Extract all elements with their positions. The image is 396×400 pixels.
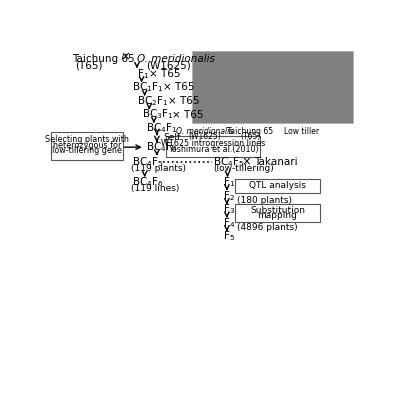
Text: W1625 introgression lines: W1625 introgression lines	[161, 139, 265, 148]
Text: $\mathregular{BC_4F_1}$: $\mathregular{BC_4F_1}$	[146, 121, 178, 135]
Text: Taichung 65: Taichung 65	[227, 128, 274, 136]
Text: (4896 plants): (4896 plants)	[237, 223, 297, 232]
Text: ×: ×	[121, 50, 131, 63]
Text: (low-tillering): (low-tillering)	[213, 164, 274, 173]
Text: Taichung 65: Taichung 65	[72, 54, 135, 64]
Text: $\mathregular{F_1}$: $\mathregular{F_1}$	[137, 67, 149, 81]
Text: $\mathregular{F_1}$: $\mathregular{F_1}$	[223, 175, 235, 189]
Text: $\mathregular{BC_1F_1}$: $\mathregular{BC_1F_1}$	[132, 80, 164, 94]
Text: (119 plants): (119 plants)	[131, 164, 186, 173]
Text: $\mathregular{BC_2F_1}$: $\mathregular{BC_2F_1}$	[137, 94, 168, 108]
Text: QTL analysis: QTL analysis	[249, 182, 306, 190]
Text: $\mathregular{BC_4F_5}$: $\mathregular{BC_4F_5}$	[132, 155, 164, 169]
Text: $\mathregular{F_4}$: $\mathregular{F_4}$	[223, 216, 235, 230]
Text: heterozygous for: heterozygous for	[53, 140, 121, 150]
Text: O. meridionalis: O. meridionalis	[176, 128, 233, 136]
Text: $\mathregular{BC_4F_6}$: $\mathregular{BC_4F_6}$	[132, 175, 164, 189]
FancyBboxPatch shape	[235, 204, 320, 222]
Text: (W1625): (W1625)	[188, 132, 221, 141]
Text: × T65: × T65	[168, 96, 199, 106]
Text: × T65: × T65	[163, 82, 194, 92]
Text: (180 plants): (180 plants)	[237, 196, 292, 205]
Bar	[192, 51, 353, 124]
Text: × T65: × T65	[172, 110, 204, 120]
Text: low-tillering gene: low-tillering gene	[52, 146, 122, 155]
Text: $\mathregular{BC_4F_5}$: $\mathregular{BC_4F_5}$	[213, 155, 244, 169]
Text: O. meridionalis: O. meridionalis	[137, 54, 215, 64]
FancyBboxPatch shape	[166, 136, 260, 157]
Text: (119 lines): (119 lines)	[131, 184, 179, 193]
FancyBboxPatch shape	[235, 178, 320, 193]
Text: Selecting plants with: Selecting plants with	[45, 135, 129, 144]
Text: $\mathregular{F_5}$: $\mathregular{F_5}$	[223, 230, 235, 243]
Text: Yoshimura et al.(2010): Yoshimura et al.(2010)	[168, 144, 259, 154]
Text: $\mathregular{BC_3F_1}$: $\mathregular{BC_3F_1}$	[142, 108, 173, 122]
Text: $\mathregular{F_2}$: $\mathregular{F_2}$	[223, 189, 235, 203]
Text: Self: Self	[163, 134, 180, 142]
Text: Takanari: Takanari	[255, 157, 298, 167]
Text: (T65): (T65)	[76, 61, 103, 71]
Text: mapping: mapping	[257, 211, 297, 220]
Text: ×: ×	[241, 156, 251, 168]
Text: Substitution: Substitution	[250, 206, 305, 215]
FancyBboxPatch shape	[51, 132, 123, 160]
Text: × T65: × T65	[149, 69, 181, 79]
Text: $\mathregular{BC_4F_4}$: $\mathregular{BC_4F_4}$	[146, 140, 178, 154]
Text: (T65): (T65)	[240, 132, 261, 141]
Text: Low tiller: Low tiller	[284, 128, 319, 136]
Text: $\mathregular{F_3}$: $\mathregular{F_3}$	[223, 202, 235, 216]
Text: (W1625): (W1625)	[146, 61, 191, 71]
